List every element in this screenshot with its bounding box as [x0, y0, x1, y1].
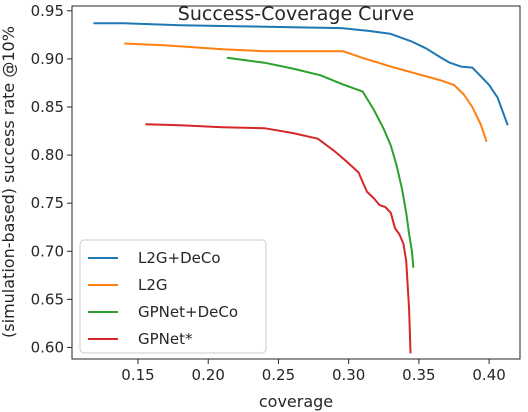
y-tick-label: 0.65	[31, 290, 64, 308]
legend-label: L2G	[138, 276, 168, 294]
chart-title: Success-Coverage Curve	[178, 3, 414, 25]
y-axis-label: (simulation-based) success rate @10%	[0, 26, 18, 338]
legend-label: L2G+DeCo	[138, 249, 221, 267]
y-tick-label: 0.90	[31, 50, 64, 68]
series-line-gpnet	[145, 123, 412, 354]
y-tick-label: 0.85	[31, 98, 64, 116]
y-axis-ticks: 0.60 0.65 0.70 0.75 0.80 0.85 0.90 0.95	[31, 2, 72, 356]
plot-frame	[71, 5, 521, 360]
y-tick-label: 0.70	[31, 242, 64, 260]
plot-lines	[93, 22, 509, 354]
y-tick-label: 0.75	[31, 194, 64, 212]
x-tick-label: 0.35	[402, 366, 435, 384]
y-tick-label: 0.80	[31, 146, 64, 164]
legend-box	[79, 239, 267, 354]
series-line-gpnet-deco	[226, 56, 415, 268]
x-tick-label: 0.30	[332, 366, 365, 384]
x-axis-label: coverage	[259, 392, 333, 411]
x-axis-ticks: 0.15 0.20 0.25 0.30 0.35 0.40	[121, 359, 506, 384]
x-tick-label: 0.20	[192, 366, 225, 384]
y-tick-label: 0.95	[31, 2, 64, 20]
legend: L2G+DeCo L2G GPNet+DeCo GPNet*	[79, 239, 267, 354]
x-tick-label: 0.15	[121, 366, 154, 384]
series-line-l2g	[124, 42, 488, 142]
legend-label: GPNet*	[138, 330, 193, 348]
x-tick-label: 0.40	[472, 366, 505, 384]
legend-label: GPNet+DeCo	[138, 303, 238, 321]
y-tick-label: 0.60	[31, 338, 64, 356]
series-line-l2g-deco	[93, 22, 509, 126]
x-tick-label: 0.25	[262, 366, 295, 384]
